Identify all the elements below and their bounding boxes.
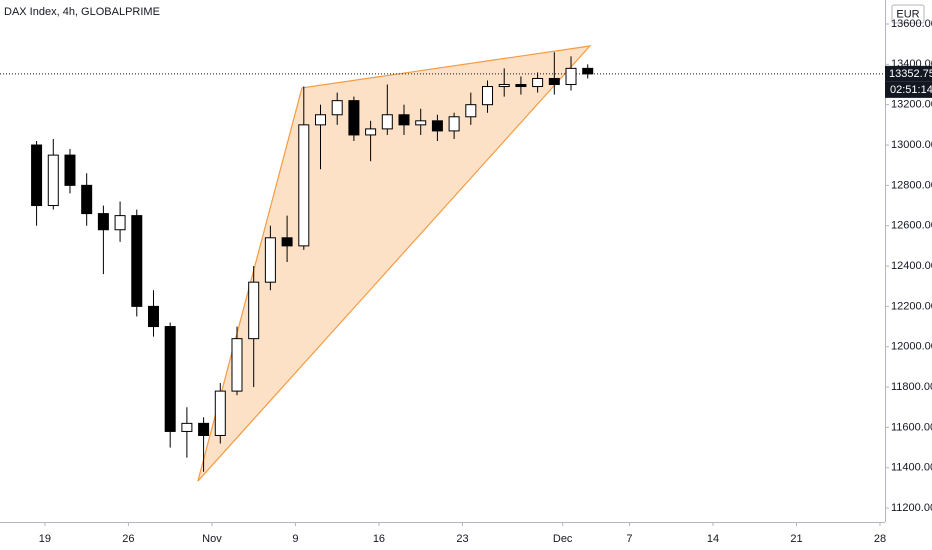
candle-body — [314, 114, 326, 126]
candle-body — [97, 213, 109, 231]
last-price-box — [885, 65, 932, 82]
candle-body — [281, 237, 293, 247]
candle-body — [64, 154, 76, 186]
x-tick-label: Dec — [553, 533, 573, 545]
candle-body — [482, 86, 494, 106]
x-tick-label: 7 — [626, 533, 632, 545]
countdown-label: 02:51:14 — [890, 84, 932, 96]
candle-body — [181, 422, 193, 432]
y-tick-label: 12600.00 — [891, 220, 932, 232]
candle-body — [415, 120, 427, 126]
y-tick-label: 11400.00 — [891, 462, 932, 474]
candle-body — [131, 215, 143, 307]
candle-body — [214, 390, 226, 436]
y-tick-label: 11800.00 — [891, 381, 932, 393]
countdown-box — [885, 81, 932, 98]
candle-body — [298, 124, 310, 247]
x-tick-label: Nov — [202, 533, 222, 545]
currency-box — [891, 4, 925, 24]
x-tick-label: 28 — [874, 533, 886, 545]
candle-body — [365, 128, 377, 136]
x-tick-label: 19 — [39, 533, 51, 545]
last-price-label: 13352.75 — [889, 68, 932, 80]
x-tick-label: 23 — [456, 533, 468, 545]
candle-body — [331, 100, 343, 116]
candle-body — [248, 281, 260, 340]
y-tick-label: 12000.00 — [891, 341, 932, 353]
x-tick-label: 26 — [122, 533, 134, 545]
y-tick-label: 12400.00 — [891, 260, 932, 272]
candle-body — [147, 305, 159, 328]
y-tick-label: 11200.00 — [891, 502, 932, 514]
x-tick-label: 16 — [373, 533, 385, 545]
candle-body — [532, 77, 544, 88]
chart-title: DAX Index, 4h, GLOBALPRIME — [4, 6, 160, 18]
candle-body — [348, 100, 360, 136]
candle-body — [465, 104, 477, 118]
candle-body — [381, 114, 393, 130]
candle-body — [198, 422, 210, 436]
candle-body — [565, 67, 577, 86]
candle-body — [264, 237, 276, 283]
candle-body — [448, 116, 460, 132]
candle-body — [47, 154, 59, 207]
candle-body — [81, 184, 93, 215]
x-tick-label: 21 — [790, 533, 802, 545]
y-tick-label: 12800.00 — [891, 179, 932, 191]
y-tick-label: 11600.00 — [891, 421, 932, 433]
candle-body — [164, 326, 176, 432]
y-tick-label: 13600.00 — [891, 18, 932, 30]
candle-body — [431, 120, 443, 132]
candle-body — [515, 84, 527, 88]
currency: EUR — [896, 8, 919, 20]
y-tick-label: 13000.00 — [891, 139, 932, 151]
candle-body — [31, 144, 43, 207]
candle-body — [582, 67, 594, 75]
x-tick-label: 9 — [292, 533, 298, 545]
candle-body — [231, 338, 243, 392]
y-tick-label: 12200.00 — [891, 300, 932, 312]
candle-body — [114, 215, 126, 231]
y-tick-label: 13200.00 — [891, 99, 932, 111]
candle-body — [548, 77, 560, 86]
x-tick-label: 14 — [707, 533, 719, 545]
candle-body — [498, 84, 510, 88]
candle-body — [398, 114, 410, 126]
